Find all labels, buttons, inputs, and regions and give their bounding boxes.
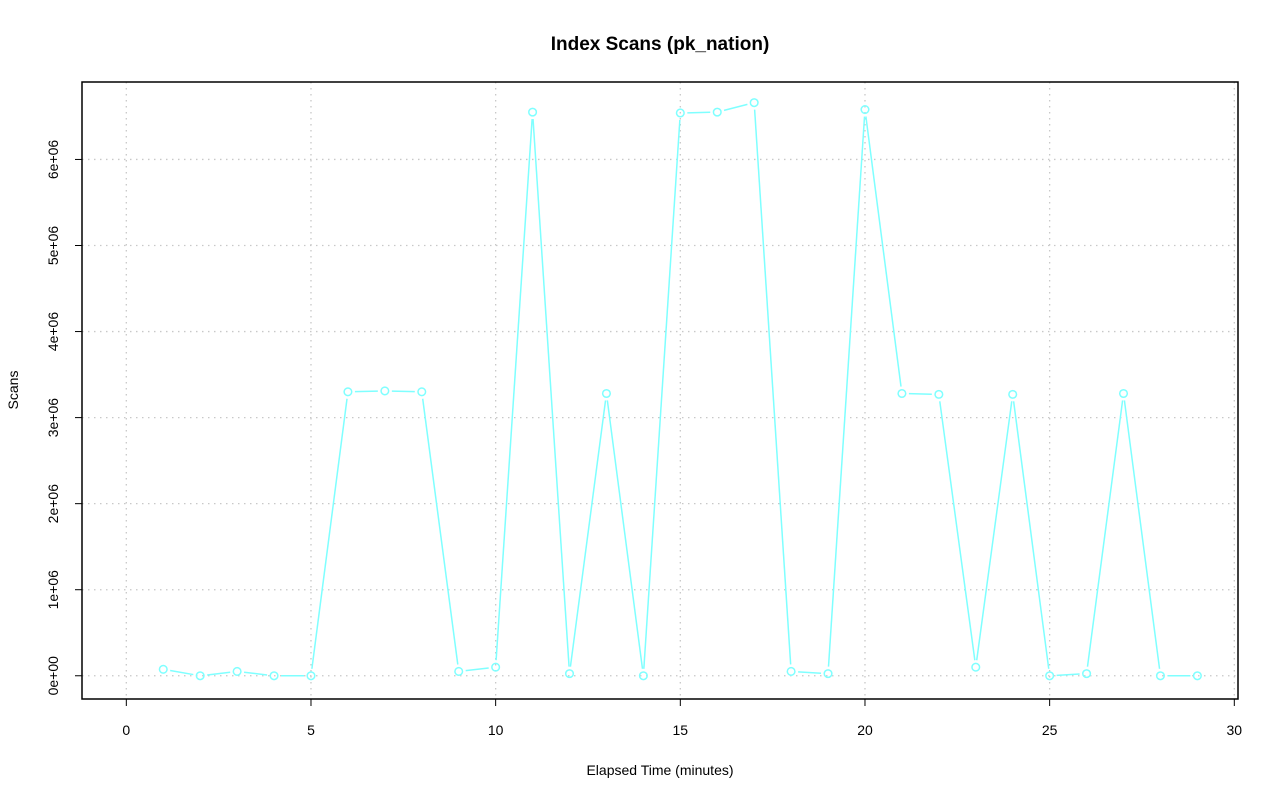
y-tick-label: 3e+06 (45, 398, 61, 438)
data-point (823, 669, 833, 679)
chart-title: Index Scans (pk_nation) (551, 34, 770, 55)
data-point (712, 107, 722, 117)
data-point (1118, 388, 1129, 399)
data-point (1045, 671, 1055, 681)
series-segment (865, 116, 902, 387)
data-point (1008, 389, 1018, 399)
series-segment (569, 400, 607, 667)
data-point (749, 98, 759, 108)
series-segment (207, 671, 231, 676)
x-axis: 0 5 10 15 20 25 30 (122, 699, 1242, 738)
data-point (897, 388, 907, 399)
y-axis-label: Scans (5, 371, 21, 410)
y-tick-label: 2e+06 (45, 484, 61, 524)
series-segment (1012, 401, 1050, 669)
series-segment (311, 398, 348, 669)
series-segment (975, 401, 1013, 661)
data-point (934, 389, 944, 399)
series-segment (532, 119, 570, 667)
data-point (1082, 669, 1092, 679)
series-segment (643, 119, 681, 669)
series-segment (465, 667, 489, 672)
y-tick-label: 4e+06 (45, 312, 61, 352)
y-tick-label: 5e+06 (45, 226, 61, 266)
data-point (860, 104, 870, 115)
series-segment (1056, 673, 1080, 677)
series-segment (170, 669, 194, 676)
series-segment (753, 109, 792, 665)
y-tick-label: 6e+06 (45, 140, 61, 180)
series-segment (827, 116, 866, 667)
series-segment (1086, 400, 1124, 667)
x-tick-label: 25 (1042, 722, 1058, 738)
series-segment (606, 400, 644, 669)
data-point (195, 671, 205, 681)
data-point (454, 666, 464, 677)
x-tick-label: 20 (857, 722, 873, 738)
series-segment (1123, 400, 1161, 669)
data-point (491, 662, 501, 672)
series-segment (908, 392, 932, 395)
data-point (564, 669, 575, 679)
series-segment (723, 103, 748, 112)
y-axis: 0e+00 1e+06 2e+06 3e+06 4e+06 5e+06 6e+06 (45, 140, 82, 696)
data-point (269, 671, 279, 681)
data-point (786, 666, 796, 677)
grid (82, 82, 1238, 699)
data-point (343, 387, 353, 397)
series-segment (687, 111, 711, 114)
x-tick-label: 5 (307, 722, 315, 738)
x-tick-label: 10 (488, 722, 504, 738)
series-segment (798, 671, 822, 674)
series-segment (391, 390, 415, 393)
x-axis-label: Elapsed Time (minutes) (586, 762, 733, 778)
series-segment (354, 390, 378, 393)
y-tick-label: 0e+00 (45, 656, 61, 696)
x-tick-label: 15 (673, 722, 689, 738)
plot-frame (81, 81, 1239, 700)
x-tick-label: 30 (1227, 722, 1243, 738)
data-point (528, 107, 538, 117)
data-point (417, 387, 427, 397)
y-tick-label: 1e+06 (45, 570, 61, 610)
series-line (158, 98, 1202, 681)
data-point (1155, 671, 1165, 681)
x-tick-label: 0 (122, 722, 130, 738)
data-point (158, 664, 168, 674)
data-point (971, 662, 981, 672)
data-point (232, 666, 242, 677)
series-segment (939, 401, 976, 661)
data-point (638, 671, 648, 681)
series-segment (495, 119, 533, 661)
data-point (675, 108, 685, 118)
series-segment (421, 398, 459, 665)
data-point (1192, 671, 1202, 681)
series-segment (243, 671, 268, 676)
data-point (306, 671, 316, 681)
data-point (380, 386, 390, 396)
data-point (601, 388, 611, 399)
